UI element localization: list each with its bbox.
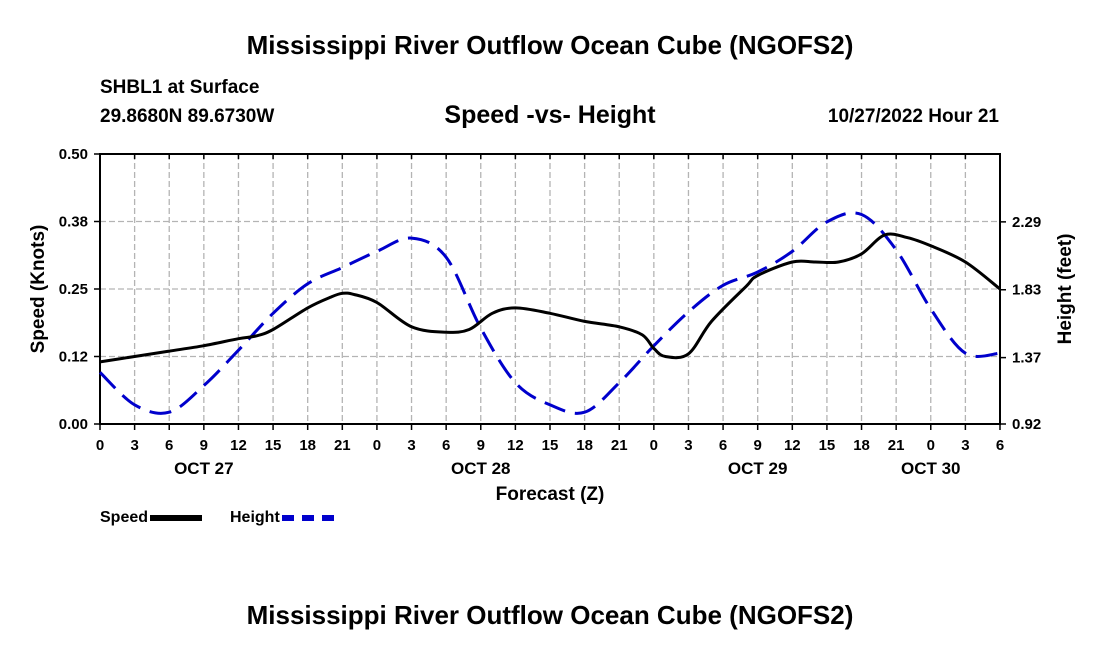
x-axis-label: Forecast (Z) bbox=[496, 484, 605, 505]
y2-axis-label: Height (feet) bbox=[1055, 234, 1076, 345]
x-tick-label: 6 bbox=[996, 437, 1004, 454]
x-day-label: OCT 30 bbox=[901, 459, 961, 478]
x-tick-label: 21 bbox=[888, 437, 905, 454]
x-tick-label: 6 bbox=[719, 437, 727, 454]
x-tick-label: 0 bbox=[650, 437, 658, 454]
axes: 0 3 6 9 12 15 18 21 0 3 6 9 12 15 18 21 0 3 6 9 12 15 18 21 0 3 6O… bbox=[59, 146, 1041, 478]
grid bbox=[100, 154, 1000, 424]
x-tick-label: 6 bbox=[165, 437, 173, 454]
x-tick-label: 18 bbox=[299, 437, 316, 454]
legend-swatch-height bbox=[281, 514, 334, 521]
x-day-label: OCT 28 bbox=[451, 459, 511, 478]
chart-subtitle: Speed -vs- Height bbox=[444, 101, 656, 129]
x-tick-label: 9 bbox=[477, 437, 485, 454]
x-day-label: OCT 29 bbox=[728, 459, 788, 478]
x-day-label: OCT 27 bbox=[174, 459, 234, 478]
bottom-chart-title: Mississippi River Outflow Ocean Cube (NG… bbox=[246, 600, 854, 630]
legend-swatch-speed bbox=[150, 514, 203, 521]
x-tick-label: 21 bbox=[611, 437, 628, 454]
y2-tick-label: 0.92 bbox=[1012, 416, 1041, 433]
series-group bbox=[98, 211, 1001, 415]
y-axis-label: Speed (Knots) bbox=[28, 225, 49, 354]
y-tick-label: 0.25 bbox=[59, 281, 88, 298]
x-tick-label: 9 bbox=[754, 437, 762, 454]
chart-title: Mississippi River Outflow Ocean Cube (NG… bbox=[246, 30, 854, 60]
y-tick-label: 0.38 bbox=[59, 214, 88, 231]
legend-item-height: Height bbox=[230, 509, 334, 527]
x-tick-label: 3 bbox=[407, 437, 415, 454]
x-tick-label: 9 bbox=[200, 437, 208, 454]
x-tick-label: 6 bbox=[442, 437, 450, 454]
legend-item-speed: Speed bbox=[100, 509, 203, 527]
x-tick-label: 12 bbox=[230, 437, 247, 454]
x-tick-label: 18 bbox=[576, 437, 593, 454]
x-tick-label: 0 bbox=[927, 437, 935, 454]
legend-label-height: Height bbox=[230, 509, 280, 526]
x-tick-label: 15 bbox=[542, 437, 559, 454]
x-tick-label: 0 bbox=[96, 437, 104, 454]
x-tick-label: 12 bbox=[507, 437, 524, 454]
x-tick-label: 0 bbox=[373, 437, 381, 454]
x-tick-label: 21 bbox=[334, 437, 351, 454]
forecast-datetime: 10/27/2022 Hour 21 bbox=[827, 106, 999, 127]
y2-tick-label: 1.83 bbox=[1012, 282, 1041, 299]
y2-tick-label: 1.37 bbox=[1012, 350, 1041, 367]
x-tick-label: 18 bbox=[853, 437, 870, 454]
x-tick-label: 3 bbox=[130, 437, 138, 454]
station-coordinates: 29.8680N 89.6730W bbox=[100, 106, 275, 127]
x-tick-label: 3 bbox=[961, 437, 969, 454]
series-line-speed bbox=[99, 232, 1001, 364]
y-tick-label: 0.50 bbox=[59, 146, 88, 163]
legend-label-speed: Speed bbox=[100, 509, 149, 526]
y-tick-label: 0.00 bbox=[59, 416, 88, 433]
x-tick-label: 3 bbox=[684, 437, 692, 454]
y-tick-label: 0.12 bbox=[59, 349, 88, 366]
x-tick-label: 12 bbox=[784, 437, 801, 454]
x-tick-label: 15 bbox=[819, 437, 836, 454]
y2-tick-label: 2.29 bbox=[1012, 214, 1041, 231]
station-label: SHBL1 at Surface bbox=[100, 77, 260, 98]
x-tick-label: 15 bbox=[265, 437, 282, 454]
